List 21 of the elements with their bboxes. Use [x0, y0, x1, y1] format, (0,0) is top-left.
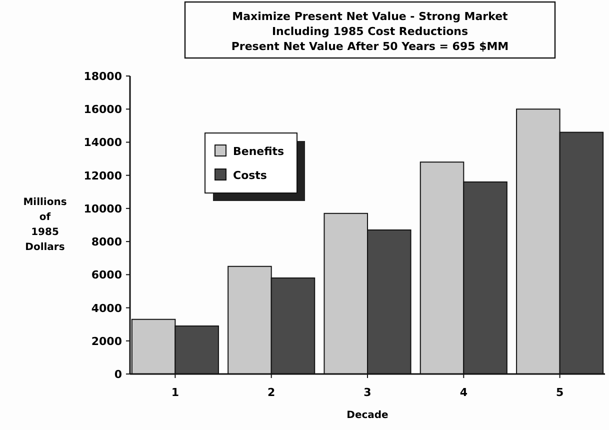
y-tick-label: 4000 [91, 302, 122, 315]
y-tick-label: 2000 [91, 334, 122, 348]
x-axis-title: Decade [346, 410, 389, 421]
legend-label: Costs [233, 169, 268, 182]
y-axis-title: Millions of 1985 Dollars [23, 197, 67, 253]
legend-label: Benefits [233, 145, 285, 158]
y-tick-label: 18000 [84, 70, 122, 83]
chart-title: Maximize Present Net Value - Strong Market [232, 10, 508, 23]
x-tick-label: 5 [556, 386, 564, 399]
y-tick-label: 6000 [91, 268, 122, 282]
x-tick-label: 2 [268, 386, 276, 399]
y-tick-label: 12000 [84, 169, 122, 182]
y-tick-label: 0 [114, 368, 122, 381]
y-tick-label: 10000 [84, 202, 122, 216]
chart-subtitle: Including 1985 Cost Reductions Present Net Value After 50 Years = 695 $MM [231, 25, 509, 53]
y-tick-label: 14000 [84, 136, 122, 150]
y-tick-label: 16000 [84, 103, 122, 116]
y-tick-label: 8000 [91, 236, 122, 249]
x-tick-label: 1 [171, 386, 180, 399]
x-tick-label: 4 [460, 386, 468, 399]
x-tick-label: 3 [364, 386, 372, 399]
